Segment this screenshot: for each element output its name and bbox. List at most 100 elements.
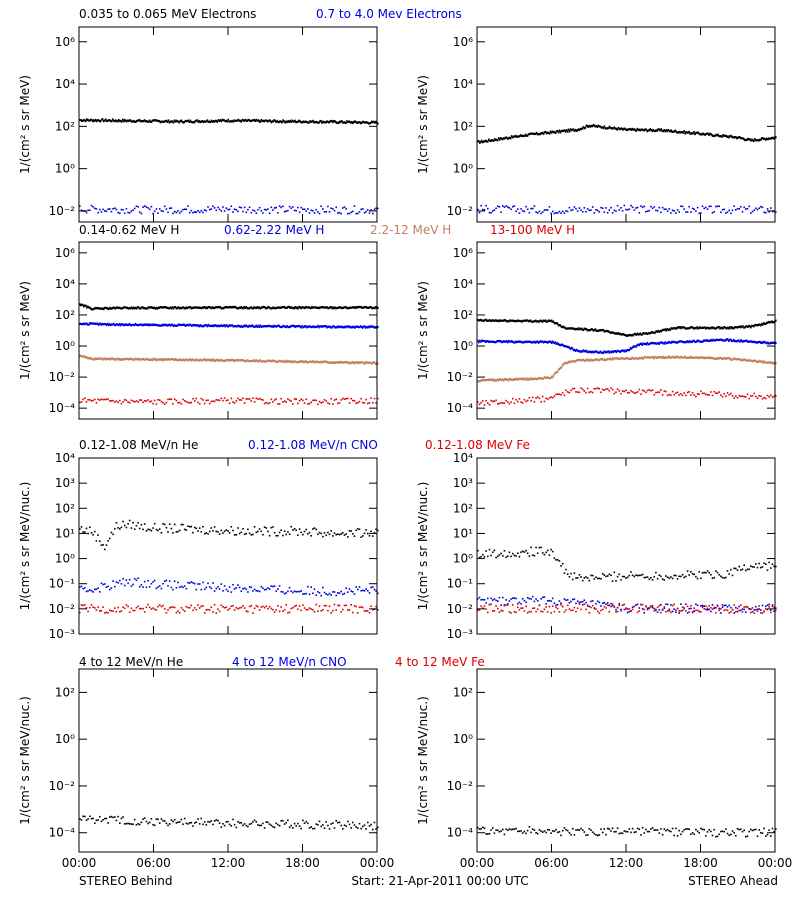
data-point: [705, 206, 707, 209]
data-point: [170, 606, 173, 608]
data-point: [188, 525, 191, 528]
data-point: [134, 120, 137, 123]
data-point: [595, 576, 597, 578]
data-point: [313, 527, 316, 529]
data-point: [538, 546, 541, 549]
data-point: [123, 823, 126, 825]
data-point: [752, 360, 754, 363]
data-point: [150, 582, 153, 585]
data-point: [663, 328, 665, 331]
data-point: [512, 135, 515, 138]
data-point: [739, 340, 741, 343]
data-point: [208, 586, 211, 588]
data-point: [485, 399, 487, 402]
data-point: [681, 205, 684, 208]
data-point: [280, 606, 282, 608]
data-point: [695, 603, 697, 606]
data-point: [554, 322, 557, 325]
data-point: [333, 307, 335, 310]
data-point: [338, 326, 340, 329]
data-point: [115, 323, 118, 326]
data-point: [290, 824, 292, 827]
data-point: [196, 306, 199, 309]
data-point: [276, 119, 278, 122]
data-point: [85, 607, 88, 609]
data-point: [533, 401, 536, 403]
data-point: [641, 343, 643, 346]
data-point: [641, 206, 644, 209]
y-tick-label: 10⁻⁴: [447, 401, 474, 415]
data-point: [171, 120, 174, 123]
data-point: [743, 395, 745, 398]
data-point: [485, 602, 487, 604]
data-point: [341, 326, 343, 329]
data-point: [576, 210, 579, 212]
data-point: [613, 571, 616, 574]
data-point: [82, 323, 84, 326]
data-point: [168, 121, 171, 124]
data-point: [347, 120, 349, 124]
data-point: [628, 349, 631, 352]
data-point: [327, 205, 329, 208]
data-point: [177, 120, 180, 123]
data-point: [221, 359, 224, 362]
data-point: [710, 356, 712, 359]
data-point: [105, 357, 108, 360]
data-point: [241, 118, 244, 121]
data-point: [483, 599, 486, 601]
data-point: [317, 610, 319, 612]
data-point: [750, 139, 752, 142]
data-point: [529, 319, 532, 322]
data-point: [745, 358, 747, 361]
data-point: [661, 129, 663, 132]
data-point: [646, 389, 649, 392]
data-point: [631, 206, 634, 209]
data-point: [107, 119, 110, 122]
data-point: [152, 527, 154, 529]
data-point: [288, 826, 291, 829]
data-point: [210, 606, 213, 609]
data-point: [609, 331, 612, 334]
data-point: [763, 396, 765, 399]
data-point: [109, 323, 112, 327]
data-point: [488, 211, 491, 214]
data-point: [374, 326, 376, 329]
data-point: [617, 357, 620, 360]
data-point: [753, 392, 755, 395]
data-point: [591, 604, 594, 607]
data-point: [165, 306, 168, 309]
data-point: [478, 828, 481, 830]
data-point: [520, 607, 522, 609]
data-point: [275, 360, 277, 363]
data-point: [573, 129, 576, 132]
data-point: [263, 526, 266, 528]
data-point: [342, 121, 344, 124]
data-point: [625, 577, 627, 579]
data-point: [353, 824, 356, 826]
data-point: [282, 360, 284, 363]
data-point: [121, 306, 124, 310]
x-tick-label: 18:00: [683, 856, 718, 870]
data-point: [606, 604, 609, 607]
data-point: [147, 528, 149, 531]
data-point: [660, 128, 662, 131]
data-point: [657, 356, 659, 359]
data-point: [89, 589, 91, 591]
data-point: [320, 532, 322, 535]
data-point: [157, 306, 160, 309]
series-label: 13-100 MeV H: [490, 223, 575, 237]
data-point: [237, 527, 239, 529]
data-point: [174, 306, 177, 309]
data-point: [775, 362, 777, 365]
data-point: [263, 360, 265, 363]
data-point: [670, 611, 672, 614]
data-point: [285, 210, 287, 212]
data-point: [636, 611, 639, 614]
data-point: [617, 350, 620, 353]
data-point: [563, 598, 566, 600]
data-point: [145, 400, 148, 402]
data-point: [128, 357, 131, 360]
data-point: [182, 358, 185, 361]
data-point: [183, 307, 186, 310]
data-point: [265, 209, 268, 211]
